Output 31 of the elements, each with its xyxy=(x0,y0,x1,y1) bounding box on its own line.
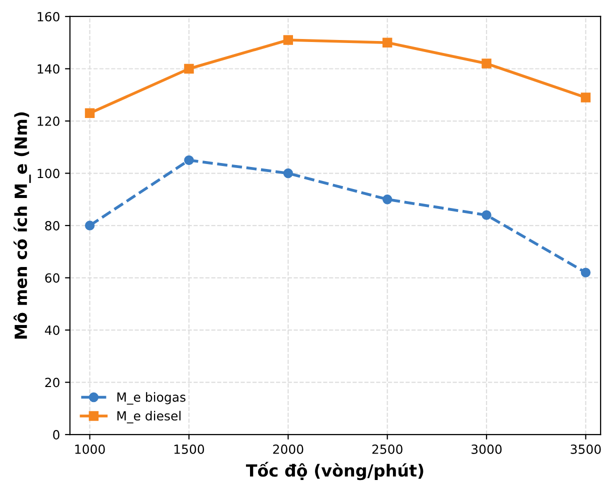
x-tick-label: 2500 xyxy=(372,444,402,454)
y-tick-label: 160 xyxy=(38,12,60,22)
point xyxy=(84,220,95,230)
y-tick-label: 80 xyxy=(45,220,60,230)
x-tick-label: 3000 xyxy=(472,444,502,454)
point xyxy=(184,155,194,166)
y-tick-label: 140 xyxy=(38,64,60,74)
point xyxy=(482,210,492,220)
point xyxy=(382,38,392,48)
legend-label: M_e diesel xyxy=(117,410,180,424)
y-tick-label: 100 xyxy=(38,168,60,178)
point xyxy=(580,268,591,278)
x-tick-label: 1000 xyxy=(75,444,105,454)
point xyxy=(184,64,194,74)
x-tick-label: 3500 xyxy=(570,444,601,454)
point xyxy=(283,35,294,45)
x-axis-title: Tốc độ (vòng/phút) xyxy=(246,462,424,480)
y-tick-label: 20 xyxy=(45,378,60,388)
y-tick-label: 40 xyxy=(44,326,60,335)
legend-label: M_e biogas xyxy=(117,392,186,405)
point xyxy=(283,168,294,178)
y-tick-label: 120 xyxy=(38,116,60,126)
y-tick-label: 60 xyxy=(45,273,60,283)
point xyxy=(84,108,95,118)
point xyxy=(580,92,591,102)
point xyxy=(482,58,492,68)
y-tick-label: 0 xyxy=(53,430,60,440)
point xyxy=(382,194,392,204)
x-tick-label: 1500 xyxy=(174,444,204,454)
y-axis-title: Mô men có ích M_e (Nm) xyxy=(14,112,31,339)
x-tick-label: 2000 xyxy=(273,444,304,454)
